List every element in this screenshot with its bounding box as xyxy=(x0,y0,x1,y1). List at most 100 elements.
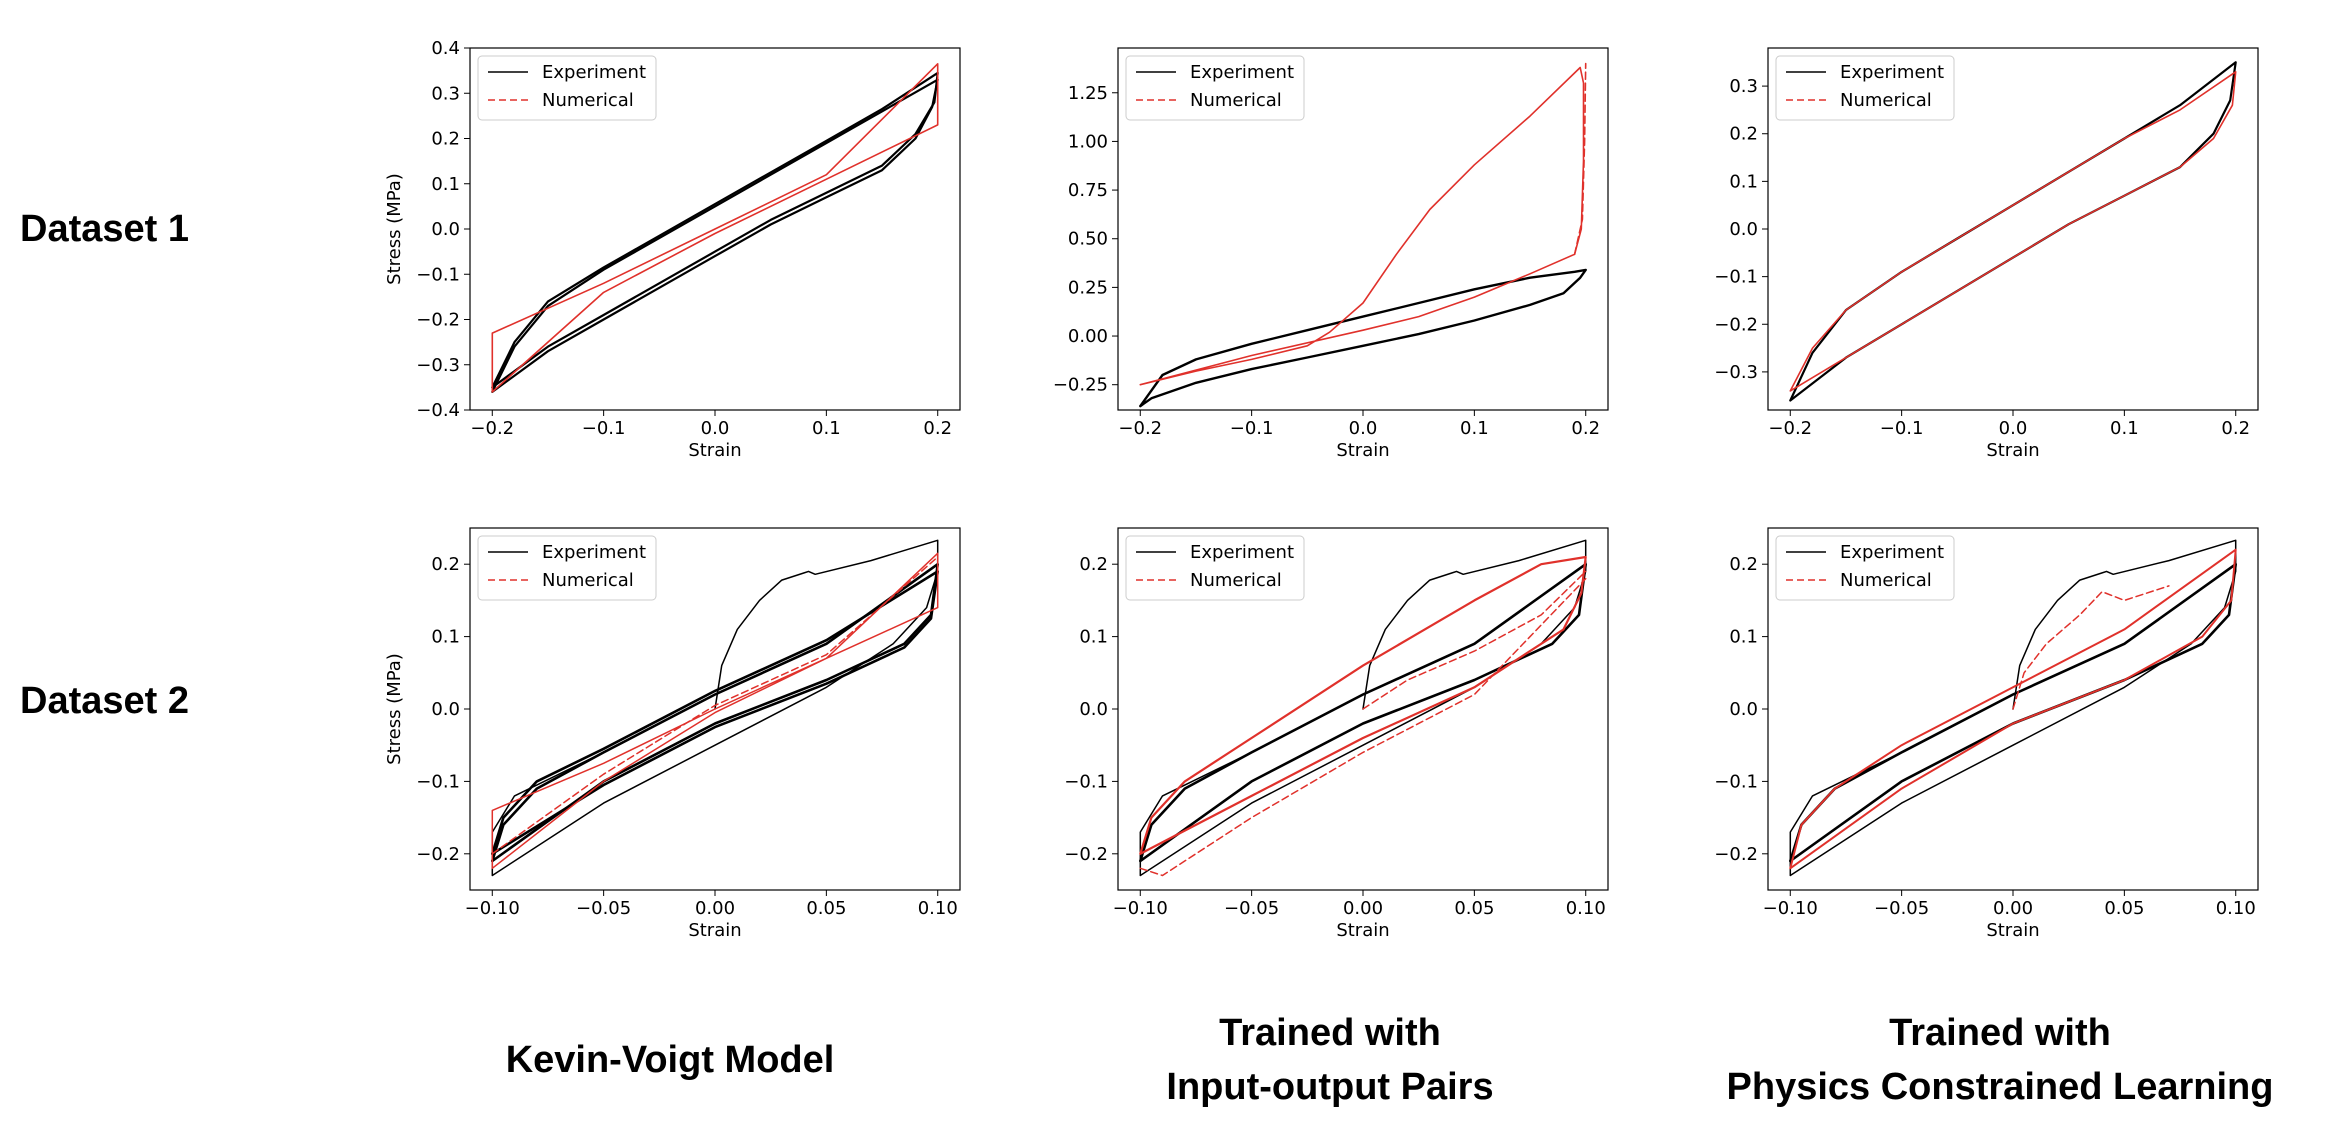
chart-panel-2-1: −0.10 −0.05 0.00 0.05 0.10 −0.2 −0.1 0.0 0.1 0.2 S… xyxy=(384,527,961,941)
series-experiment-line xyxy=(1139,562,1587,863)
y-tick-label: 0.00 xyxy=(1068,326,1108,347)
legend: Experiment Numerical xyxy=(1775,535,1955,601)
legend-label-experiment: Experiment xyxy=(1190,542,1294,563)
legend-label-numerical: Numerical xyxy=(542,570,634,591)
y-tick-label: 0.1 xyxy=(1729,171,1758,192)
x-tick-label: −0.05 xyxy=(1224,898,1279,919)
x-axis-label: Strain xyxy=(1336,920,1389,941)
series-numerical-line xyxy=(1139,577,1587,877)
plot-area xyxy=(491,539,939,877)
x-tick-label: −0.2 xyxy=(1118,418,1162,439)
y-tick-label: 0.0 xyxy=(431,699,460,720)
y-tick-label: 0.0 xyxy=(1729,699,1758,720)
y-tick-label: −0.25 xyxy=(1053,375,1108,396)
x-tick-label: 0.1 xyxy=(2110,418,2139,439)
legend-label-numerical: Numerical xyxy=(1190,90,1282,111)
column-label-kelvin-voigt: Kevin-Voigt Model xyxy=(460,1033,880,1087)
legend: Experiment Numerical xyxy=(1125,535,1305,601)
series-experiment-line xyxy=(491,78,939,393)
x-tick-label: −0.1 xyxy=(582,418,626,439)
x-tick-label: 0.10 xyxy=(1566,898,1606,919)
y-tick-label: −0.1 xyxy=(416,771,460,792)
x-tick-label: 0.10 xyxy=(918,898,958,919)
plot-area xyxy=(1139,62,1587,408)
y-tick-label: 0.1 xyxy=(1729,627,1758,648)
legend-label-experiment: Experiment xyxy=(542,542,646,563)
y-tick-label: 0.0 xyxy=(1729,219,1758,240)
x-tick-label: 0.2 xyxy=(1571,418,1600,439)
legend-label-experiment: Experiment xyxy=(1840,542,1944,563)
y-tick-label: 0.1 xyxy=(431,627,460,648)
chart-panel-1-1: −0.2 −0.1 0.0 0.1 0.2 −0.4 −0.3 −0.2 −0.1 0.0 0.1 0… xyxy=(384,38,961,461)
chart-panel-2-3: −0.10 −0.05 0.00 0.05 0.10 −0.2 −0.1 0.0 0.1 0.2 S… xyxy=(1714,527,2259,941)
x-tick-label: 0.00 xyxy=(1993,898,2033,919)
plot-area xyxy=(1789,61,2237,402)
y-tick-label: −0.1 xyxy=(1714,267,1758,288)
column-label-line: Kevin-Voigt Model xyxy=(505,1039,835,1081)
series-experiment-line xyxy=(1139,268,1587,408)
x-tick-label: −0.1 xyxy=(1880,418,1924,439)
y-tick-label: 1.25 xyxy=(1068,83,1108,104)
x-axis-label: Strain xyxy=(1986,920,2039,941)
legend-label-experiment: Experiment xyxy=(1840,62,1944,83)
x-tick-label: −0.10 xyxy=(1113,898,1168,919)
row-label-dataset-2: Dataset 2 xyxy=(20,680,189,722)
chart-panel-1-3: −0.2 −0.1 0.0 0.1 0.2 −0.3 −0.2 −0.1 0.0 0.1 0.2 0.… xyxy=(1714,47,2259,461)
x-tick-label: −0.10 xyxy=(1763,898,1818,919)
series-numerical-line xyxy=(491,552,939,870)
column-label-line: Input-output Pairs xyxy=(1166,1066,1494,1108)
series-numerical-line xyxy=(2012,585,2170,710)
x-tick-label: 0.2 xyxy=(923,418,952,439)
legend: Experiment Numerical xyxy=(477,55,657,121)
y-tick-label: 0.0 xyxy=(431,219,460,240)
x-tick-label: 0.00 xyxy=(695,898,735,919)
series-experiment-line xyxy=(491,539,939,877)
y-tick-label: 0.0 xyxy=(1079,699,1108,720)
y-tick-label: 0.1 xyxy=(1079,627,1108,648)
y-tick-label: −0.2 xyxy=(1714,314,1758,335)
x-tick-label: 0.1 xyxy=(812,418,841,439)
x-tick-label: 0.10 xyxy=(2216,898,2256,919)
x-tick-label: −0.1 xyxy=(1230,418,1274,439)
y-tick-label: 0.25 xyxy=(1068,277,1108,298)
x-axis-label: Strain xyxy=(1986,440,2039,461)
series-numerical-line xyxy=(1139,555,1587,855)
y-tick-label: 0.75 xyxy=(1068,180,1108,201)
legend-label-numerical: Numerical xyxy=(1840,90,1932,111)
y-tick-label: 0.2 xyxy=(1729,554,1758,575)
y-tick-label: 1.00 xyxy=(1068,131,1108,152)
chart-panel-2-2: −0.10 −0.05 0.00 0.05 0.10 −0.2 −0.1 0.0 0.1 0.2 S… xyxy=(1064,527,1609,941)
legend: Experiment Numerical xyxy=(1775,55,1955,121)
column-label-line: Trained with xyxy=(1889,1012,2111,1054)
y-tick-label: 0.3 xyxy=(431,83,460,104)
series-numerical-line xyxy=(491,556,939,855)
legend-label-experiment: Experiment xyxy=(542,62,646,83)
column-label-input-output: Trained with Input-output Pairs xyxy=(1090,1006,1570,1114)
y-tick-label: 0.2 xyxy=(431,129,460,150)
x-axis-label: Strain xyxy=(1336,440,1389,461)
series-numerical-line xyxy=(1789,71,2237,392)
y-tick-label: −0.1 xyxy=(1064,771,1108,792)
y-tick-label: −0.1 xyxy=(416,264,460,285)
series-numerical-line xyxy=(491,63,939,393)
y-axis-label: Stress (MPa) xyxy=(384,173,405,285)
x-tick-label: 0.2 xyxy=(2221,418,2250,439)
y-tick-label: 0.2 xyxy=(431,554,460,575)
x-tick-label: −0.10 xyxy=(465,898,520,919)
y-tick-label: −0.2 xyxy=(1714,844,1758,865)
chart-panel-1-2: −0.2 −0.1 0.0 0.1 0.2 −0.25 0.00 0.25 0.50 0.75 1.… xyxy=(1053,47,1609,461)
plot-area xyxy=(491,63,939,393)
y-tick-label: 0.4 xyxy=(431,38,460,59)
x-tick-label: −0.05 xyxy=(1874,898,1929,919)
x-tick-label: −0.2 xyxy=(1768,418,1812,439)
x-tick-label: 0.0 xyxy=(1999,418,2028,439)
y-tick-label: 0.1 xyxy=(431,174,460,195)
y-tick-label: 0.2 xyxy=(1079,554,1108,575)
x-axis-label: Strain xyxy=(688,440,741,461)
y-tick-label: 0.2 xyxy=(1729,124,1758,145)
legend-label-numerical: Numerical xyxy=(542,90,634,111)
x-tick-label: 0.05 xyxy=(806,898,846,919)
plot-area xyxy=(1139,539,1587,877)
y-tick-label: −0.2 xyxy=(416,844,460,865)
